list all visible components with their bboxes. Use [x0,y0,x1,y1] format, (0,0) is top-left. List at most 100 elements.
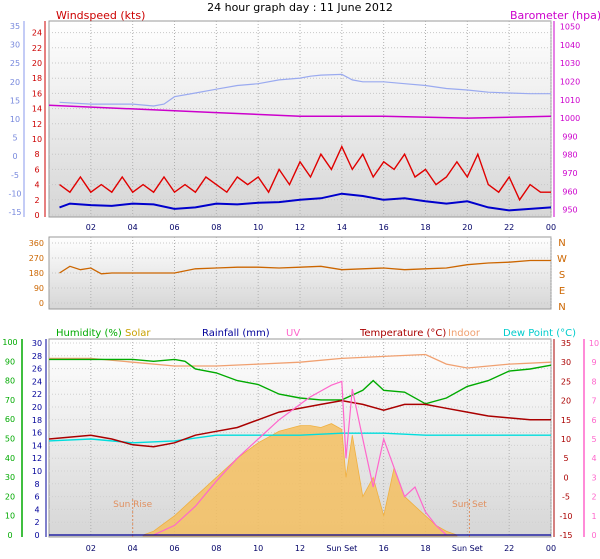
wind-x-tick-label: 14 [337,223,347,232]
multi-x-tick-label: 00 [546,544,556,553]
baro-axis-tick-label: 1040 [560,41,580,50]
windspeed-line [59,144,551,202]
blue-axis-tick-label: -5 [11,171,19,180]
temp-tick-label: 20 [561,397,571,406]
temp-tick-label: -5 [562,493,570,502]
humidity-tick-label: 40 [5,454,15,463]
blue-axis-tick-label: 5 [12,134,17,143]
wind-baro-panel [48,20,552,218]
multi-x-tick-label: 08 [211,544,221,553]
wind-x-tick-label: 00 [546,223,556,232]
blue-axis-tick-label: 0 [12,152,17,161]
temp-tick-label: 0 [563,473,568,482]
compass-label: W [557,254,567,265]
chart-title: 24 hour graph day : 11 June 2012 [207,1,393,14]
rain-tick-label: 26 [32,365,42,374]
barometer-line [48,104,552,119]
uv-tick-label: 5 [591,435,596,444]
rain-tick-label: 2 [34,518,39,527]
multi-x-tick-label: 10 [253,544,263,553]
humidity-line [49,358,552,405]
rain-tick-label: 20 [32,403,42,412]
baro-axis-tick-label: 1000 [560,114,580,123]
wind-x-tick-label: 12 [295,223,305,232]
humidity-tick-label: 20 [5,492,15,501]
multi-x-tick-label: Sun Set [326,544,357,553]
rain-tick-label: 24 [32,377,42,386]
temp-tick-label: 35 [561,339,571,348]
wind-baro-lines [48,73,552,212]
wind-direction-line [59,259,551,275]
rain-tick-label: 14 [32,441,42,450]
humidity-tick-label: 80 [5,377,15,386]
blue-axis-tick-label: 20 [10,78,20,87]
wind-axis-tick-label: 22 [32,44,42,53]
rain-tick-label: 6 [34,493,39,502]
baro-axis-tick-label: 1050 [560,22,580,31]
wind-axis-tick-label: 16 [32,89,42,98]
legend-entry: Indoor [448,328,481,339]
wind-x-tick-label: 22 [504,223,514,232]
uv-line [153,380,447,536]
uv-tick-label: 3 [591,473,596,482]
wind-axis-tick-label: 10 [32,135,42,144]
legend-entry: Temperature (°C) [359,328,446,339]
multi-x-tick-label: 04 [128,544,138,553]
compass-label: N [558,302,565,313]
wind-axis-tick-label: 18 [32,74,42,83]
legend-entry: Solar [125,328,151,339]
legend-entry: UV [286,328,300,339]
uv-tick-label: 4 [591,454,596,463]
wind-direction-lines [59,259,551,275]
temperature-line [48,399,551,448]
wind-x-tick-label: 04 [128,223,138,232]
baro-axis-tick-label: 980 [562,151,577,160]
temp-tick-label: 30 [561,358,571,367]
barometer-label: Barometer (hpa) [510,9,600,22]
wind-x-tick-label: 08 [211,223,221,232]
wind-axis-tick-label: 2 [34,196,39,205]
rain-tick-label: 30 [32,339,42,348]
wind-axis-tick-label: 14 [32,105,42,114]
uv-tick-label: 6 [591,416,596,425]
blue-axis-tick-label: 35 [10,22,20,31]
avg-wind-line [59,192,552,212]
uv-tick-label: 0 [591,531,596,540]
uv-tick-label: 10 [589,339,599,348]
uv-tick-label: 1 [591,512,596,521]
temp-tick-label: -15 [559,531,572,540]
wind-x-tick-label: 10 [253,223,263,232]
temp-tick-label: -10 [559,512,572,521]
rain-tick-label: 4 [34,505,39,514]
wind-x-tick-label: 18 [420,223,430,232]
humidity-tick-label: 60 [5,415,15,424]
wind-x-tick-label: 06 [169,223,179,232]
rain-tick-label: 16 [32,429,42,438]
multi-lines [48,353,552,537]
wind-axis-tick-label: 6 [34,165,39,174]
temp-tick-label: 5 [563,454,568,463]
humidity-tick-label: 30 [5,473,15,482]
multi-x-tick-label: 18 [420,544,430,553]
winddir-y-tick-label: 0 [39,299,44,308]
temp-tick-label: 15 [561,416,571,425]
humidity-tick-label: 0 [7,531,12,540]
humidity-tick-label: 100 [2,338,17,347]
blue-axis-tick-label: 15 [10,96,20,105]
winddir-y-tick-label: 360 [29,239,44,248]
uv-tick-label: 7 [591,397,596,406]
multi-x-tick-label: 16 [379,544,389,553]
baro-axis-tick-label: 1030 [560,59,580,68]
legend-entry: Dew Point (°C) [503,328,576,339]
baro-axis-tick-label: 970 [562,169,577,178]
rain-tick-label: 18 [32,416,42,425]
multi-x-tick-label: 12 [295,544,305,553]
compass-label: N [558,238,565,249]
multi-legend: Humidity (%) Solar Rainfall (mm) UV Temperat… [56,328,576,339]
wind-axis-tick-label: 4 [34,181,39,190]
rain-tick-label: 8 [34,480,39,489]
winddir-y-tick-label: 270 [29,254,44,263]
windspeed-label: Windspeed (kts) [56,9,145,22]
